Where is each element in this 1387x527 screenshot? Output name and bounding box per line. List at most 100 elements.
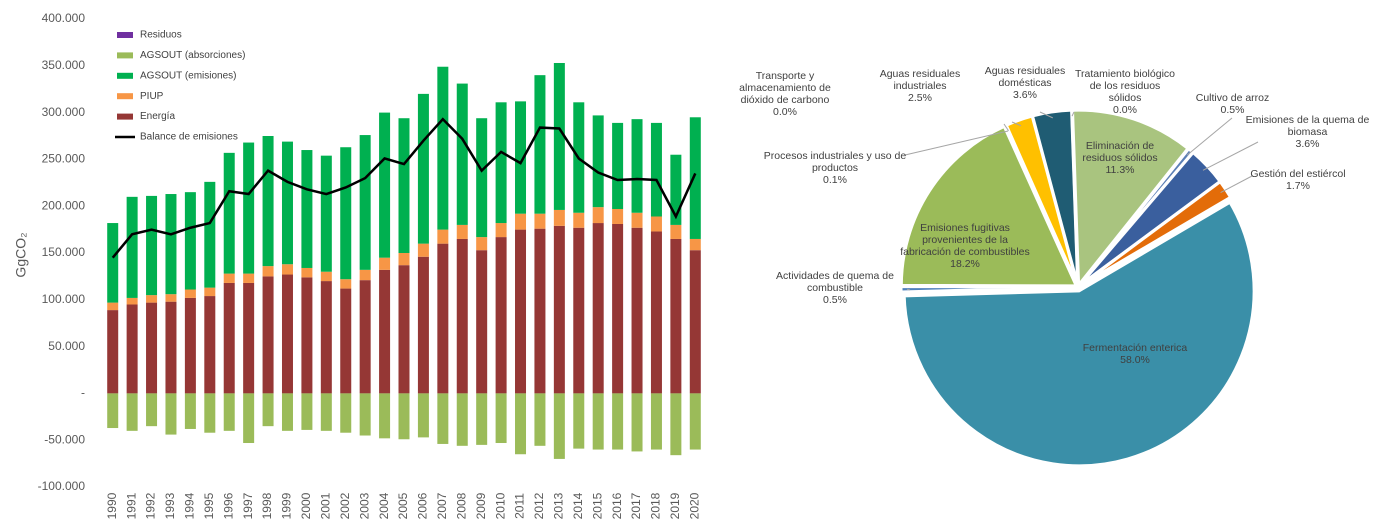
bar-segment — [437, 243, 449, 394]
bar-segment — [301, 267, 313, 278]
y-tick-label: - — [81, 386, 85, 400]
bar-segment — [165, 294, 177, 302]
bar-segment — [223, 152, 235, 274]
y-tick-label: -100.000 — [38, 479, 86, 493]
bar-segment — [204, 296, 216, 394]
x-tick-label: 2013 — [552, 492, 566, 519]
x-tick-label: 2010 — [493, 492, 507, 519]
bar-segment — [184, 393, 196, 429]
pie-slice — [902, 200, 1256, 468]
pie-label: Emisiones fugitivas provenientes de la f… — [900, 222, 1030, 270]
bar-segment — [223, 282, 235, 394]
bar-segment — [107, 302, 119, 311]
bar-segment — [476, 393, 488, 445]
y-tick-label: -50.000 — [44, 432, 85, 446]
bar-segment — [476, 250, 488, 394]
bar-segment — [417, 243, 429, 257]
x-tick-label: 2004 — [377, 492, 391, 519]
legend-swatch — [117, 113, 133, 120]
bar-segment — [650, 216, 662, 232]
bar-segment — [456, 393, 468, 446]
y-tick-label: 400.000 — [42, 11, 86, 25]
pie-label-name: Tratamiento biológico de los residuos só… — [1075, 68, 1175, 104]
pie-label-value: 1.7% — [1286, 180, 1310, 192]
x-tick-label: 2016 — [610, 492, 624, 519]
bar-segment — [689, 393, 701, 450]
bar-segment — [262, 136, 274, 267]
pie-label-name: Emisiones de la quema de biomasa — [1245, 114, 1370, 138]
y-tick-label: 200.000 — [42, 198, 86, 212]
bar-segment — [612, 223, 624, 394]
y-tick-label: 350.000 — [42, 58, 86, 72]
bar-segment — [612, 209, 624, 224]
bar-segment — [320, 155, 332, 272]
legend-swatch — [117, 32, 133, 38]
pie-label-name: Transporte y almacenamiento de dióxido d… — [739, 70, 831, 106]
bar-segment — [262, 393, 274, 427]
pie-label-name: Fermentación enterica — [1082, 342, 1188, 354]
bar-segment — [340, 393, 352, 433]
pie-slice — [1078, 179, 1233, 288]
bar-segment — [223, 273, 235, 283]
bar-segment — [553, 393, 565, 459]
leader-line — [906, 288, 911, 291]
pie-label-name: Actividades de quema de combustible — [776, 270, 894, 294]
x-tick-label: 2006 — [416, 492, 430, 519]
bar-segment — [398, 393, 410, 440]
x-tick-label: 1998 — [260, 492, 274, 519]
y-tick-label: 150.000 — [42, 245, 86, 259]
bar-segment — [340, 147, 352, 280]
bar-segment — [340, 288, 352, 394]
bar-segment — [417, 93, 429, 244]
leader-line — [1039, 111, 1053, 119]
bar-segment — [495, 223, 507, 238]
pie-label-name: Cultivo de arroz — [1195, 92, 1270, 104]
pie-label: Gestión del estiércol 1.7% — [1238, 168, 1358, 192]
pie-label-name: Aguas residuales domésticas — [984, 65, 1066, 89]
pie-label-name: Eliminación de residuos sólidos — [1082, 140, 1158, 164]
legend-swatch — [117, 52, 133, 59]
bar-segment — [107, 310, 119, 394]
x-tick-label: 1992 — [144, 492, 158, 519]
x-tick-label: 1995 — [202, 492, 216, 519]
bar-segment — [146, 295, 158, 303]
bar-segment — [592, 223, 604, 394]
pie-label: Fermentación enterica 58.0% — [1060, 342, 1210, 366]
bar-segment — [359, 135, 371, 270]
legend-label: PIUP — [140, 91, 164, 102]
bar-segment — [612, 122, 624, 210]
bar-segment — [437, 393, 449, 444]
x-tick-label: 1990 — [105, 492, 119, 519]
bar-segment — [670, 154, 682, 225]
bar-segment — [437, 66, 449, 230]
bar-segment — [515, 393, 527, 455]
x-tick-label: 2008 — [454, 492, 468, 519]
bar-segment — [281, 393, 293, 431]
pie-label: Procesos industriales y uso de productos… — [755, 150, 915, 186]
pie-label: Aguas residuales industriales 2.5% — [870, 68, 970, 104]
x-tick-label: 2001 — [318, 492, 332, 519]
x-tick-label: 1991 — [124, 492, 138, 519]
bar-segment — [534, 75, 546, 214]
x-tick-label: 2014 — [571, 492, 585, 519]
bar-segment — [553, 225, 565, 394]
legend-swatch — [117, 93, 133, 100]
pie-label: Transporte y almacenamiento de dióxido d… — [725, 70, 845, 118]
pie-label-name: Aguas residuales industriales — [879, 68, 961, 92]
bar-segment — [165, 393, 177, 435]
pie-label: Eliminación de residuos sólidos 11.3% — [1070, 140, 1170, 176]
pie-label-value: 11.3% — [1105, 164, 1135, 176]
bar-segment — [379, 112, 391, 258]
leader-line — [1071, 111, 1075, 117]
leader-line — [1220, 175, 1253, 194]
pie-label-value: 3.6% — [1013, 89, 1037, 101]
bar-segment — [243, 282, 255, 394]
bar-segment — [670, 393, 682, 456]
pie-label-value: 2.5% — [908, 92, 932, 104]
x-tick-label: 1993 — [163, 492, 177, 519]
bar-segment — [592, 115, 604, 208]
bar-segment — [534, 213, 546, 229]
bar-segment — [456, 238, 468, 394]
y-tick-label: 250.000 — [42, 152, 86, 166]
bar-segment — [223, 393, 235, 431]
